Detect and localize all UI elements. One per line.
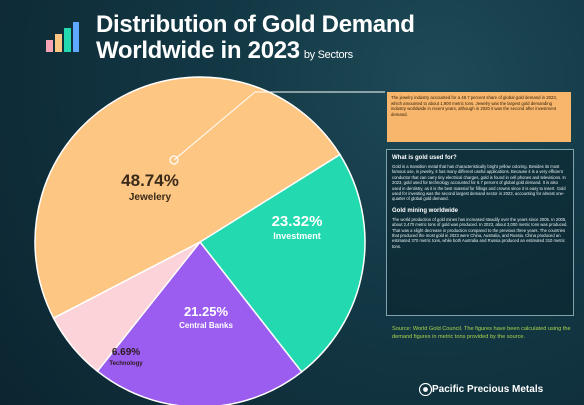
label-name-investment: Investment [273, 231, 321, 241]
slice-jewelery [34, 76, 341, 320]
title-suffix: by Sectors [303, 49, 353, 61]
callout-line [173, 91, 385, 161]
title-line-2: Worldwide in 2023 by Sectors [96, 38, 436, 68]
label-name-jewelery: Jewelery [129, 192, 172, 203]
chart-title: Distribution of Gold Demand Worldwide in… [96, 12, 436, 68]
info-heading-mining: Gold mining worldwide [392, 207, 458, 214]
bar-chart-logo-icon [46, 22, 79, 52]
label-name-central-banks: Central Banks [179, 321, 233, 330]
jewelery-note-box: The jewelry industry accounted for a 48.… [387, 92, 571, 142]
brand-logo-icon [419, 383, 432, 396]
label-name-technology: Technology [109, 361, 143, 367]
callout-dot [169, 155, 179, 165]
title-line-2-text: Worldwide in 2023 [96, 37, 300, 64]
info-heading-uses: What is gold used for? [392, 155, 457, 161]
source-note: Source: World Gold Council. The figures … [392, 326, 571, 340]
info-paragraph-mining: The world production of gold mines has i… [392, 216, 568, 249]
title-line-1: Distribution of Gold Demand [96, 11, 415, 38]
info-paragraph-uses: Gold is a transition metal that has char… [392, 164, 566, 202]
info-box: What is gold used for? Gold is a transit… [386, 149, 574, 316]
slice-investment [198, 153, 366, 373]
label-value-investment: 23.32% [272, 213, 323, 230]
slice-central-banks [96, 240, 303, 405]
label-value-jewelery: 48.74% [121, 171, 179, 190]
label-value-technology: 6.69% [112, 347, 140, 358]
brand-name: Pacific Precious Metals [432, 384, 544, 395]
label-value-central-banks: 21.25% [184, 304, 229, 319]
